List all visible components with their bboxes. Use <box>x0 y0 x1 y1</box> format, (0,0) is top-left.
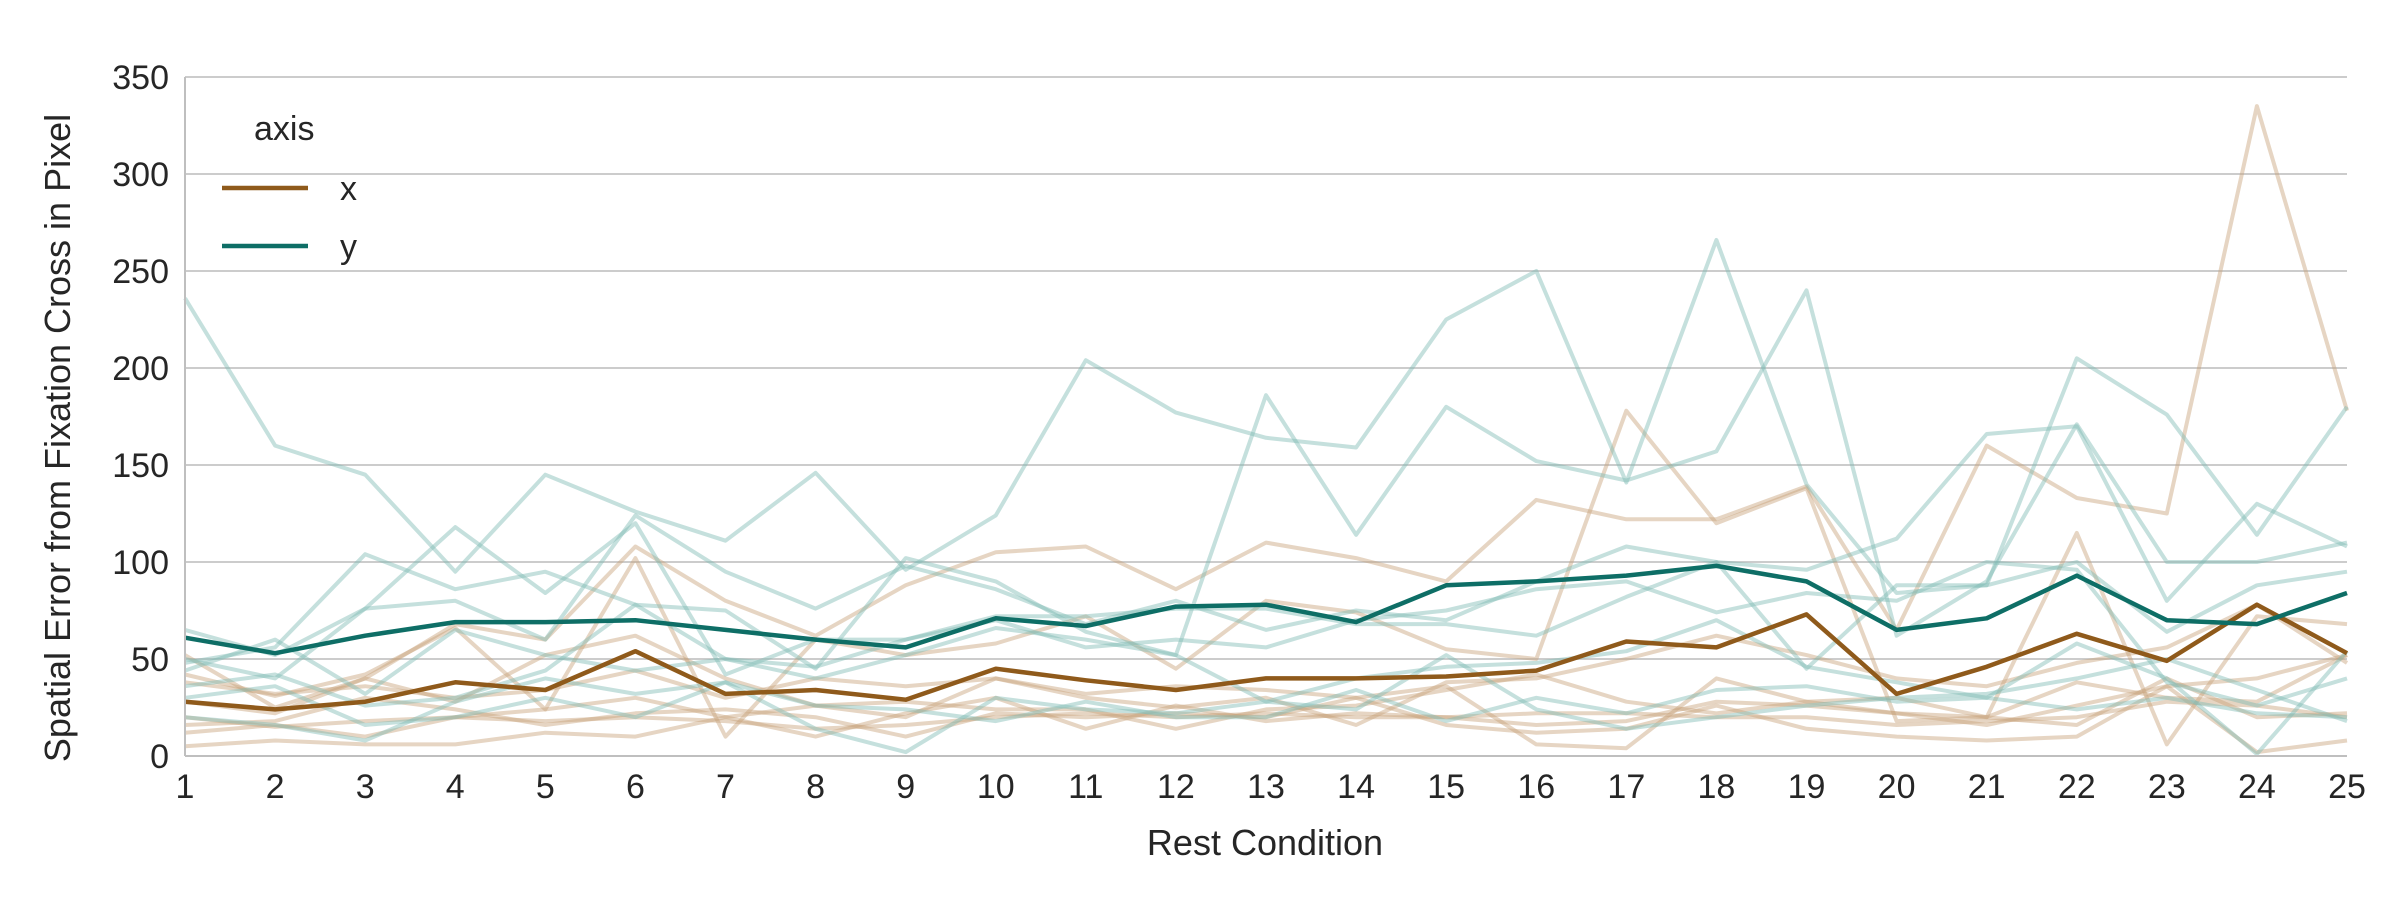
individual-line-y <box>184 602 2349 757</box>
individual-line-x <box>183 104 2349 710</box>
mean-line-y <box>184 563 2348 656</box>
mean-line-x <box>184 602 2349 712</box>
x-tick-label: 17 <box>1607 768 1645 806</box>
individual-series-lines <box>183 104 2349 757</box>
individual-line-y <box>183 238 2349 595</box>
x-tick-label: 25 <box>2328 768 2366 806</box>
individual-line-x <box>184 699 2348 731</box>
x-tick-label: 7 <box>716 768 735 806</box>
legend-entries: xy <box>222 170 357 266</box>
x-tick-label: 22 <box>2058 768 2096 806</box>
y-tick-label: 150 <box>112 447 169 485</box>
individual-line-x <box>184 408 2348 747</box>
y-tick-label: 250 <box>112 253 169 291</box>
legend-title: axis <box>254 110 314 148</box>
y-axis-title: Spatial Error from Fixation Cross in Pix… <box>37 114 78 762</box>
x-tick-label: 4 <box>446 768 465 806</box>
x-tick-label: 18 <box>1698 768 1736 806</box>
individual-line-y <box>184 424 2348 658</box>
legend-label-x: x <box>340 170 357 208</box>
y-tick-label: 200 <box>112 350 169 388</box>
x-tick-label: 20 <box>1878 768 1916 806</box>
individual-line-x <box>184 676 2348 749</box>
y-tick-label: 100 <box>112 544 169 582</box>
x-tick-label: 24 <box>2238 768 2276 806</box>
x-tick-label: 5 <box>536 768 555 806</box>
x-tick-label: 11 <box>1068 768 1103 806</box>
y-tick-label: 50 <box>131 641 169 679</box>
x-tick-label: 2 <box>266 768 285 806</box>
individual-line-x <box>184 602 2349 727</box>
x-tick-label: 6 <box>626 768 645 806</box>
x-tick-label: 1 <box>176 768 195 806</box>
individual-line-y <box>184 653 2348 755</box>
y-tick-label: 350 <box>112 59 169 97</box>
x-tick-label: 8 <box>806 768 825 806</box>
individual-line-y <box>184 560 2348 708</box>
x-tick-labels: 1 2 3 4 5 6 7 8 9 10 11 12 13 14 15 16 17 18 19 20 21 22 23 24 2… <box>176 768 2366 806</box>
x-tick-label: 10 <box>977 768 1015 806</box>
x-tick-label: 3 <box>356 768 375 806</box>
individual-line-y <box>184 521 2348 681</box>
x-tick-label: 21 <box>1968 768 2006 806</box>
individual-line-x <box>184 653 2348 743</box>
x-tick-label: 9 <box>896 768 915 806</box>
x-axis-title: Rest Condition <box>1147 822 1383 863</box>
x-tick-label: 12 <box>1157 768 1195 806</box>
x-tick-label: 15 <box>1427 768 1465 806</box>
grid-lines <box>185 76 2347 660</box>
y-tick-labels: 0 50 100 150 200 250 300 350 <box>112 59 169 776</box>
x-tick-label: 23 <box>2148 768 2186 806</box>
x-tick-label: 16 <box>1517 768 1555 806</box>
x-tick-label: 14 <box>1337 768 1375 806</box>
legend-label-y: y <box>340 228 357 266</box>
individual-line-x <box>184 672 2348 755</box>
y-tick-label: 0 <box>150 738 169 776</box>
x-tick-label: 19 <box>1788 768 1826 806</box>
x-tick-label: 13 <box>1247 768 1285 806</box>
individual-line-y <box>184 680 2348 727</box>
mean-series-lines <box>184 563 2349 712</box>
individual-line-y <box>184 288 2348 671</box>
legend: axis xy <box>222 110 357 266</box>
y-tick-label: 300 <box>112 156 169 194</box>
